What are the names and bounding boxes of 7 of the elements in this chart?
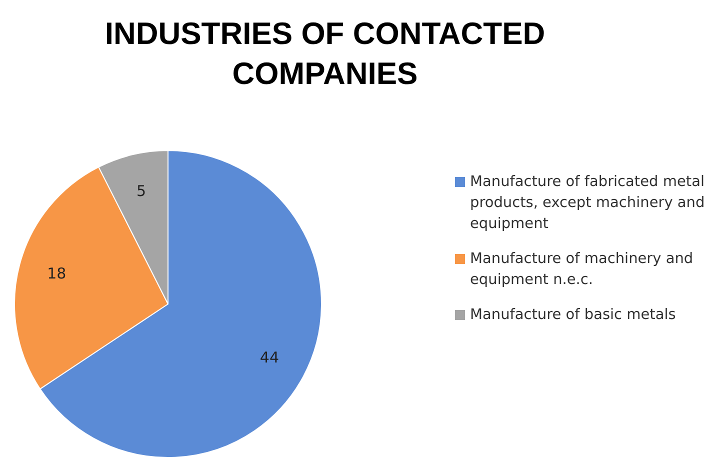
data-label: 18 bbox=[47, 264, 66, 283]
legend-label: Manufacture of fabricated metal products, except machinery and equipment bbox=[470, 173, 705, 234]
chart-title: INDUSTRIES OF CONTACTED COMPANIES bbox=[104, 15, 546, 93]
data-label: 44 bbox=[260, 348, 279, 366]
legend-label: Manufacture of basic metals bbox=[470, 306, 676, 325]
legend-label: Manufacture of machinery and equipment n.e.c. bbox=[470, 250, 694, 290]
data-label: 5 bbox=[136, 182, 146, 200]
